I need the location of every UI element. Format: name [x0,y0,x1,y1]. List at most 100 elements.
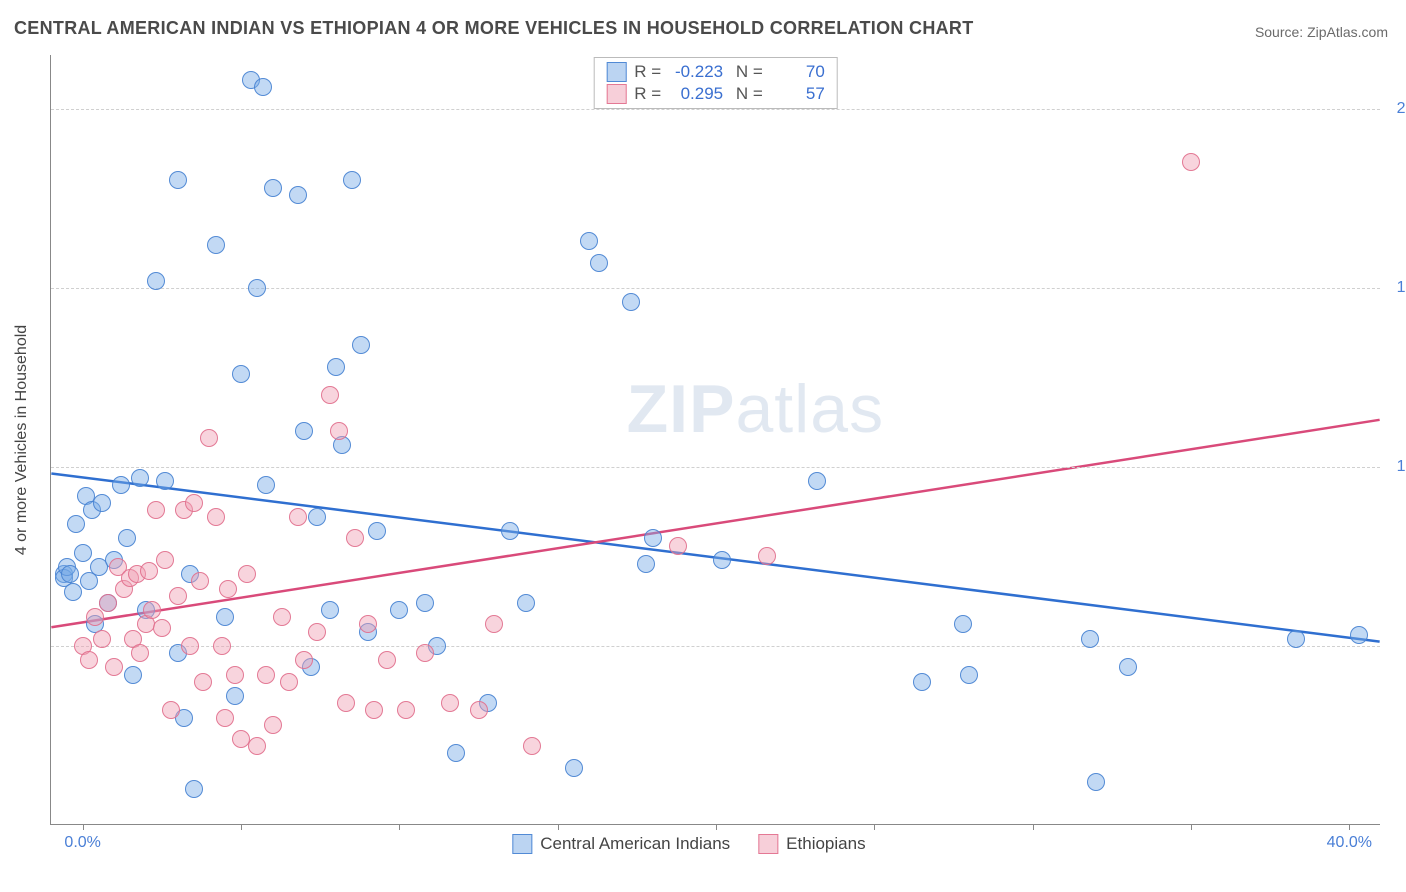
data-point [254,78,272,96]
data-point [295,422,313,440]
data-point [226,687,244,705]
data-point [273,608,291,626]
data-point [200,429,218,447]
data-point [644,529,662,547]
data-point [713,551,731,569]
data-point [517,594,535,612]
correlation-chart: CENTRAL AMERICAN INDIAN VS ETHIOPIAN 4 O… [0,0,1406,892]
data-point [257,476,275,494]
legend-item-pink: Ethiopians [758,834,865,854]
data-point [118,529,136,547]
data-point [470,701,488,719]
data-point [112,476,130,494]
data-point [289,186,307,204]
data-point [637,555,655,573]
data-point [416,644,434,662]
data-point [485,615,503,633]
data-point [327,358,345,376]
data-point [207,508,225,526]
data-point [238,565,256,583]
data-point [280,673,298,691]
gridline [51,467,1380,468]
y-tick-label: 15.0% [1397,279,1406,297]
y-axis-label: 4 or more Vehicles in Household [14,325,32,555]
data-point [1350,626,1368,644]
data-point [80,651,98,669]
data-point [580,232,598,250]
data-point [169,587,187,605]
stats-legend: R =-0.223 N =70 R =0.295 N =57 [593,57,838,109]
data-point [295,651,313,669]
data-point [93,494,111,512]
data-point [289,508,307,526]
data-point [131,644,149,662]
data-point [321,386,339,404]
data-point [264,716,282,734]
data-point [124,666,142,684]
data-point [64,583,82,601]
data-point [248,737,266,755]
x-tick-mark [1033,824,1034,830]
data-point [365,701,383,719]
data-point [61,565,79,583]
data-point [416,594,434,612]
data-point [207,236,225,254]
data-point [758,547,776,565]
x-tick-label: 0.0% [64,834,100,852]
data-point [669,537,687,555]
data-point [337,694,355,712]
x-tick-mark [1191,824,1192,830]
data-point [447,744,465,762]
data-point [346,529,364,547]
x-tick-mark [558,824,559,830]
legend-item-blue: Central American Indians [512,834,730,854]
data-point [140,562,158,580]
data-point [232,365,250,383]
gridline [51,109,1380,110]
data-point [397,701,415,719]
data-point [226,666,244,684]
data-point [501,522,519,540]
data-point [219,580,237,598]
data-point [216,608,234,626]
data-point [74,544,92,562]
data-point [147,501,165,519]
data-point [1087,773,1105,791]
data-point [321,601,339,619]
data-point [169,171,187,189]
data-point [308,508,326,526]
data-point [390,601,408,619]
plot-area: ZIPatlas R =-0.223 N =70 R =0.295 N =57 … [50,55,1380,825]
swatch-blue [606,62,626,82]
data-point [216,709,234,727]
gridline [51,646,1380,647]
watermark: ZIPatlas [627,370,884,448]
data-point [99,594,117,612]
data-point [441,694,459,712]
data-point [352,336,370,354]
data-point [162,701,180,719]
data-point [308,623,326,641]
data-point [257,666,275,684]
data-point [622,293,640,311]
swatch-pink [606,84,626,104]
data-point [248,279,266,297]
data-point [213,637,231,655]
data-point [368,522,386,540]
data-point [359,615,377,633]
data-point [565,759,583,777]
data-point [954,615,972,633]
stats-row-pink: R =0.295 N =57 [606,84,825,104]
data-point [181,637,199,655]
data-point [105,658,123,676]
chart-title: CENTRAL AMERICAN INDIAN VS ETHIOPIAN 4 O… [14,18,974,39]
data-point [147,272,165,290]
data-point [264,179,282,197]
data-point [93,630,111,648]
x-tick-label: 40.0% [1327,834,1372,852]
data-point [67,515,85,533]
trend-line [51,420,1379,627]
data-point [191,572,209,590]
x-tick-mark [241,824,242,830]
stats-row-blue: R =-0.223 N =70 [606,62,825,82]
